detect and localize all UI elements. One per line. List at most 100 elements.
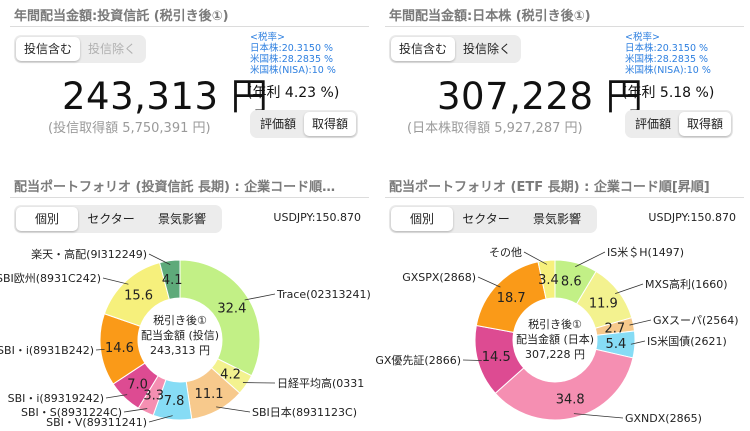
portfolio-title: 配当ポートフォリオ (投資信託 長期) : 企業コード順… bbox=[14, 180, 336, 195]
slice-value-label: 2.7 bbox=[604, 322, 625, 337]
portfolio-tabs: 個別 セクター 景気影響 bbox=[14, 205, 222, 233]
tax-rate-us-nisa: 米国株(NISA):10 % bbox=[625, 65, 711, 76]
acquisition-button[interactable]: 取得額 bbox=[304, 112, 357, 136]
annual-yield: (年利 5.18 %) bbox=[622, 85, 715, 101]
leader-line bbox=[148, 415, 173, 423]
tax-rate-us: 米国株:28.2835 % bbox=[250, 54, 334, 65]
exclude-funds-button[interactable]: 投信除く bbox=[463, 42, 512, 56]
exclude-funds-button[interactable]: 投信除く bbox=[88, 42, 137, 56]
tax-rate-us-nisa: 米国株(NISA):10 % bbox=[250, 65, 336, 76]
pie-slice[interactable] bbox=[179, 259, 261, 377]
center-label-amount: 307,228 円 bbox=[525, 348, 585, 361]
slice-name-label: SBI欧州(8931C242) bbox=[0, 272, 101, 285]
slice-name-label: SBI・i(8931B242) bbox=[0, 344, 94, 357]
slice-name-label: GXスーパ(2564) bbox=[653, 314, 739, 327]
center-label-amount: 243,313 円 bbox=[150, 344, 210, 357]
leader-line bbox=[523, 251, 548, 265]
annual-yield: (年利 4.23 %) bbox=[247, 85, 340, 101]
valuation-button[interactable]: 評価額 bbox=[260, 117, 297, 131]
acquisition-amount: (投信取得額 5,750,391 円) bbox=[48, 121, 211, 136]
tab-individual[interactable]: 個別 bbox=[16, 207, 78, 231]
usdjpy-rate: USDJPY:150.870 bbox=[648, 211, 736, 224]
pie-slice[interactable] bbox=[159, 259, 181, 300]
pie-slice[interactable] bbox=[494, 348, 634, 421]
divider bbox=[10, 197, 369, 198]
leader-line bbox=[575, 251, 606, 268]
leader-line bbox=[477, 276, 501, 288]
acquisition-button[interactable]: 取得額 bbox=[679, 112, 732, 136]
fund-include-toggle: 投信含む 投信除く bbox=[389, 35, 522, 63]
tax-rate-title: <税率> bbox=[250, 32, 285, 43]
dividend-panel-funds: 年間配当金額:投資信託 (税引き後①) 投信含む 投信除く <税率> 日本株:2… bbox=[0, 9, 371, 429]
slice-value-label: 15.6 bbox=[124, 289, 153, 304]
leader-line bbox=[148, 253, 171, 265]
slice-name-label: MXS高利(1660) bbox=[645, 277, 728, 291]
slice-name-label: SBI・i(89319242) bbox=[8, 392, 104, 405]
tax-rate-us: 米国株:28.2835 % bbox=[625, 54, 709, 65]
slice-value-label: 8.6 bbox=[561, 275, 582, 290]
pie-slice[interactable] bbox=[537, 259, 556, 300]
valuation-button[interactable]: 評価額 bbox=[635, 117, 672, 131]
panel-header: 年間配当金額:日本株 (税引き後①) bbox=[389, 9, 591, 24]
slice-name-label: GXSPX(2868) bbox=[402, 271, 476, 284]
center-label-line2: 配当金額 (日本) bbox=[516, 332, 594, 346]
panel-header: 年間配当金額:投資信託 (税引き後①) bbox=[14, 9, 229, 24]
portfolio-tabs: 個別 セクター 景気影響 bbox=[389, 205, 597, 233]
tax-rates: <税率> 日本株:20.3150 % 米国株:28.2835 % 米国株(NIS… bbox=[250, 32, 336, 76]
divider bbox=[385, 26, 744, 27]
tab-sector[interactable]: セクター bbox=[87, 212, 135, 226]
slice-name-label: その他 bbox=[489, 246, 522, 259]
annual-dividend-amount: 307,228 円 bbox=[437, 75, 644, 118]
slice-value-label: 3.3 bbox=[143, 389, 164, 404]
annual-dividend-amount: 243,313 円 bbox=[62, 75, 269, 118]
slice-name-label: 楽天・高配(9I312249) bbox=[31, 247, 147, 261]
leader-line bbox=[102, 277, 129, 285]
dividend-donut-chart: 税引き後① 配当金額 (投信) 243,313 円 32.4 Trace(0231… bbox=[0, 247, 371, 429]
usdjpy-rate: USDJPY:150.870 bbox=[273, 211, 361, 224]
leader-line bbox=[573, 413, 624, 419]
tax-rate-jp: 日本株:20.3150 % bbox=[250, 43, 334, 54]
slice-value-label: 14.6 bbox=[105, 341, 134, 356]
slice-value-label: 5.4 bbox=[606, 337, 627, 352]
leader-line bbox=[123, 408, 148, 413]
slice-name-label: SBI・S(8931224C) bbox=[21, 406, 122, 419]
slice-value-label: 11.9 bbox=[589, 296, 618, 311]
tab-economy[interactable]: 景気影響 bbox=[157, 212, 206, 226]
leader-line bbox=[629, 319, 652, 326]
leader-line bbox=[244, 293, 276, 301]
value-basis-toggle: 評価額 取得額 bbox=[625, 110, 734, 138]
center-label-line1: 税引き後① bbox=[153, 313, 207, 327]
tax-rate-title: <税率> bbox=[625, 32, 660, 43]
slice-value-label: 3.4 bbox=[538, 273, 559, 288]
tab-economy[interactable]: 景気影響 bbox=[532, 212, 581, 226]
include-funds-button[interactable]: 投信含む bbox=[16, 37, 81, 61]
dividend-panel-jp-stocks: 年間配当金額:日本株 (税引き後①) 投信含む 投信除く <税率> 日本株:20… bbox=[375, 0, 750, 431]
leader-line bbox=[630, 340, 646, 345]
acquisition-amount: (日本株取得額 5,927,287 円) bbox=[407, 121, 583, 136]
leader-line bbox=[95, 348, 105, 351]
tax-rate-jp: 日本株:20.3150 % bbox=[625, 43, 709, 54]
portfolio-title: 配当ポートフォリオ (ETF 長期) : 企業コード順[昇順] bbox=[389, 180, 710, 195]
slice-value-label: 11.1 bbox=[195, 387, 224, 402]
slice-name-label: GXNDX(2865) bbox=[625, 412, 702, 425]
leader-line bbox=[462, 359, 482, 361]
tax-rates: <税率> 日本株:20.3150 % 米国株:28.2835 % 米国株(NIS… bbox=[625, 32, 711, 76]
leader-line bbox=[615, 283, 644, 294]
slice-value-label: 4.1 bbox=[162, 273, 183, 288]
tab-sector[interactable]: セクター bbox=[462, 212, 510, 226]
slice-name-label: SBI日本(8931123C) bbox=[252, 405, 357, 419]
slice-name-label: IS米国債(2621) bbox=[647, 334, 727, 348]
slice-value-label: 18.7 bbox=[497, 291, 526, 306]
dividend-donut-chart: 税引き後① 配当金額 (日本) 307,228 円 8.6 IS米＄H(1497)… bbox=[375, 245, 739, 425]
slice-value-label: 7.8 bbox=[164, 394, 185, 409]
leader-line bbox=[105, 394, 128, 399]
tab-individual[interactable]: 個別 bbox=[391, 207, 453, 231]
slice-value-label: 34.8 bbox=[556, 393, 585, 408]
slice-name-label: SBI・V(89311241) bbox=[46, 416, 147, 429]
include-funds-button[interactable]: 投信含む bbox=[391, 37, 456, 61]
slice-value-label: 32.4 bbox=[217, 301, 246, 316]
slice-name-label: 日経平均高(0331 bbox=[277, 376, 364, 390]
slice-name-label: IS米＄H(1497) bbox=[607, 245, 684, 259]
divider bbox=[385, 197, 744, 198]
slice-value-label: 4.2 bbox=[220, 368, 241, 383]
